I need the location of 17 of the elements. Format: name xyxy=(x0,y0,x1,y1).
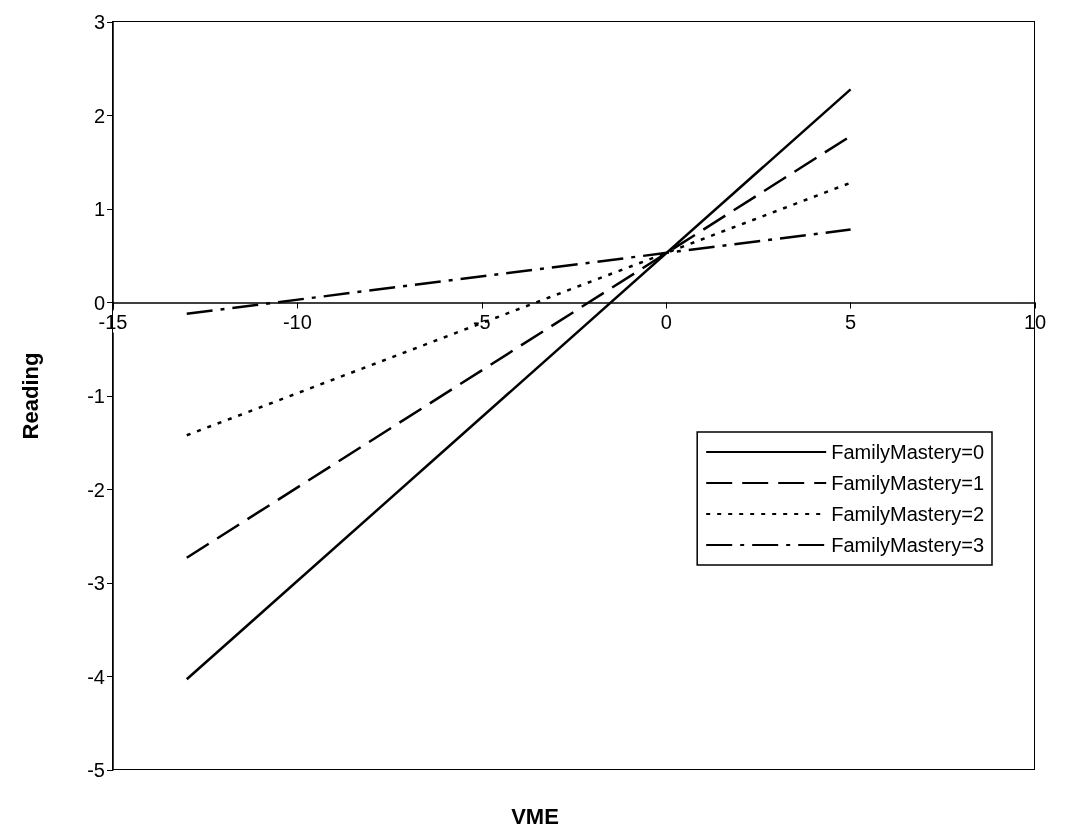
text: FamilyMastery=2 xyxy=(831,503,984,525)
y-tick-label: -3 xyxy=(87,572,105,594)
x-tick-label: 5 xyxy=(845,310,857,333)
text: FamilyMastery=0 xyxy=(831,441,984,463)
y-tick-label: 1 xyxy=(93,198,105,220)
y-tick-label: -2 xyxy=(87,478,105,501)
y-tick-label: -5 xyxy=(87,759,105,781)
y-tick-label: -4 xyxy=(87,665,105,688)
x-tick-label: -10 xyxy=(282,310,312,333)
y-tick-label: 2 xyxy=(93,104,105,127)
y-tick-label: -1 xyxy=(87,385,105,407)
text: FamilyMastery=3 xyxy=(831,534,984,556)
y-tick-label: 3 xyxy=(93,11,105,33)
text: FamilyMastery=1 xyxy=(831,472,984,494)
y-axis-title: Reading xyxy=(17,352,43,440)
x-axis-title: VME xyxy=(511,803,559,829)
x-tick-label: 0 xyxy=(660,310,672,333)
